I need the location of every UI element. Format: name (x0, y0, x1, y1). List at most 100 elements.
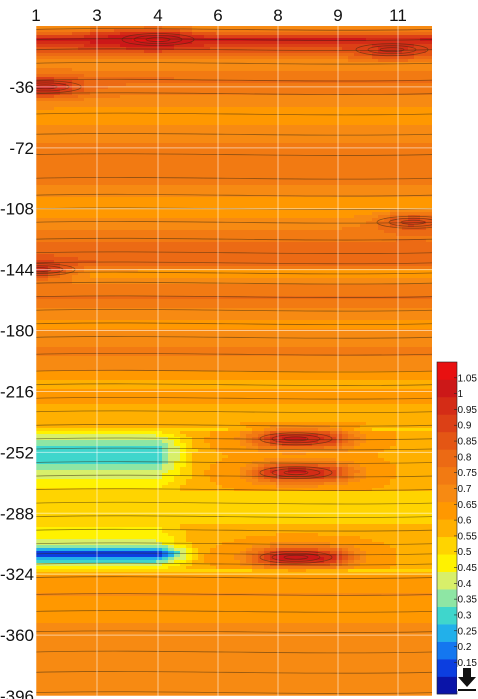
heatmap-cell (366, 26, 373, 30)
heatmap-cell (408, 134, 415, 138)
heatmap-cell (348, 215, 355, 219)
heatmap-cell (96, 197, 103, 201)
heatmap-cell (330, 197, 337, 201)
heatmap-cell (60, 173, 67, 177)
heatmap-cell (78, 98, 85, 102)
heatmap-cell (402, 236, 409, 240)
heatmap-cell (426, 95, 432, 99)
heatmap-cell (84, 170, 91, 174)
heatmap-cell (210, 122, 217, 126)
heatmap-cell (276, 185, 283, 189)
heatmap-cell (198, 131, 205, 135)
heatmap-cell (168, 227, 175, 231)
heatmap-cell (360, 245, 367, 249)
heatmap-cell (276, 98, 283, 102)
heatmap-cell (108, 59, 115, 63)
heatmap-cell (126, 113, 133, 117)
heatmap-cell (198, 212, 205, 216)
heatmap-cell (114, 194, 121, 198)
heatmap-cell (204, 110, 211, 114)
heatmap-cell (66, 131, 73, 135)
heatmap-cell (90, 71, 97, 75)
heatmap-cell (324, 47, 331, 51)
heatmap-cell (36, 233, 43, 237)
heatmap-cell (354, 152, 361, 156)
heatmap-cell (138, 245, 145, 249)
heatmap-cell (84, 29, 91, 33)
heatmap-cell (378, 74, 385, 78)
heatmap-cell (246, 71, 253, 75)
heatmap-cell (126, 44, 133, 48)
heatmap-cell (204, 83, 211, 87)
heatmap-cell (72, 200, 79, 204)
heatmap-cell (108, 122, 115, 126)
heatmap-cell (48, 128, 55, 132)
heatmap-cell (354, 128, 361, 132)
heatmap-cell (276, 32, 283, 36)
heatmap-cell (222, 218, 229, 222)
heatmap-cell (330, 215, 337, 219)
heatmap-cell (84, 104, 91, 108)
heatmap-cell (378, 92, 385, 96)
heatmap-cell (384, 137, 391, 141)
heatmap-cell (276, 245, 283, 249)
heatmap-cell (372, 185, 379, 189)
heatmap-cell (336, 122, 343, 126)
heatmap-cell (264, 230, 271, 234)
heatmap-cell (228, 164, 235, 168)
heatmap-cell (312, 233, 319, 237)
heatmap-cell (168, 74, 175, 78)
heatmap-cell (216, 119, 223, 123)
heatmap-cell (252, 137, 259, 141)
heatmap-cell (312, 68, 319, 72)
heatmap-cell (294, 200, 301, 204)
heatmap-cell (324, 143, 331, 147)
heatmap-cell (162, 233, 169, 237)
heatmap-cell (72, 251, 79, 255)
heatmap-cell (78, 77, 85, 81)
heatmap-cell (330, 125, 337, 129)
heatmap-cell (258, 158, 265, 162)
heatmap-cell (294, 44, 301, 48)
heatmap-cell (132, 119, 139, 123)
heatmap-cell (330, 128, 337, 132)
heatmap-cell (96, 248, 103, 252)
heatmap-cell (342, 149, 349, 153)
heatmap-cell (282, 206, 289, 210)
heatmap-cell (312, 197, 319, 201)
heatmap-cell (306, 29, 313, 33)
heatmap-cell (408, 143, 415, 147)
heatmap-cell (270, 71, 277, 75)
heatmap-cell (156, 170, 163, 174)
heatmap-cell (42, 230, 49, 234)
heatmap-cell (78, 149, 85, 153)
heatmap-cell (264, 236, 271, 240)
heatmap-cell (126, 77, 133, 81)
heatmap-cell (150, 35, 157, 39)
heatmap-cell (48, 68, 55, 72)
heatmap-cell (180, 239, 187, 243)
heatmap-cell (108, 110, 115, 114)
heatmap-cell (132, 248, 139, 252)
heatmap-cell (246, 59, 253, 63)
heatmap-cell (276, 227, 283, 231)
heatmap-cell (378, 128, 385, 132)
heatmap-cell (246, 119, 253, 123)
heatmap-cell (240, 137, 247, 141)
heatmap-cell (378, 116, 385, 120)
heatmap-cell (294, 149, 301, 153)
heatmap-cell (156, 212, 163, 216)
heatmap-cell (354, 74, 361, 78)
heatmap-cell (354, 236, 361, 240)
heatmap-cell (228, 29, 235, 33)
heatmap-cell (102, 38, 109, 42)
heatmap-cell (120, 134, 127, 138)
heatmap-cell (210, 125, 217, 129)
heatmap-cell (420, 173, 427, 177)
heatmap-cell (96, 218, 103, 222)
heatmap-cell (342, 41, 349, 45)
heatmap-cell (36, 56, 43, 60)
heatmap-cell (312, 101, 319, 105)
heatmap-cell (426, 140, 432, 144)
heatmap-cell (426, 86, 432, 90)
